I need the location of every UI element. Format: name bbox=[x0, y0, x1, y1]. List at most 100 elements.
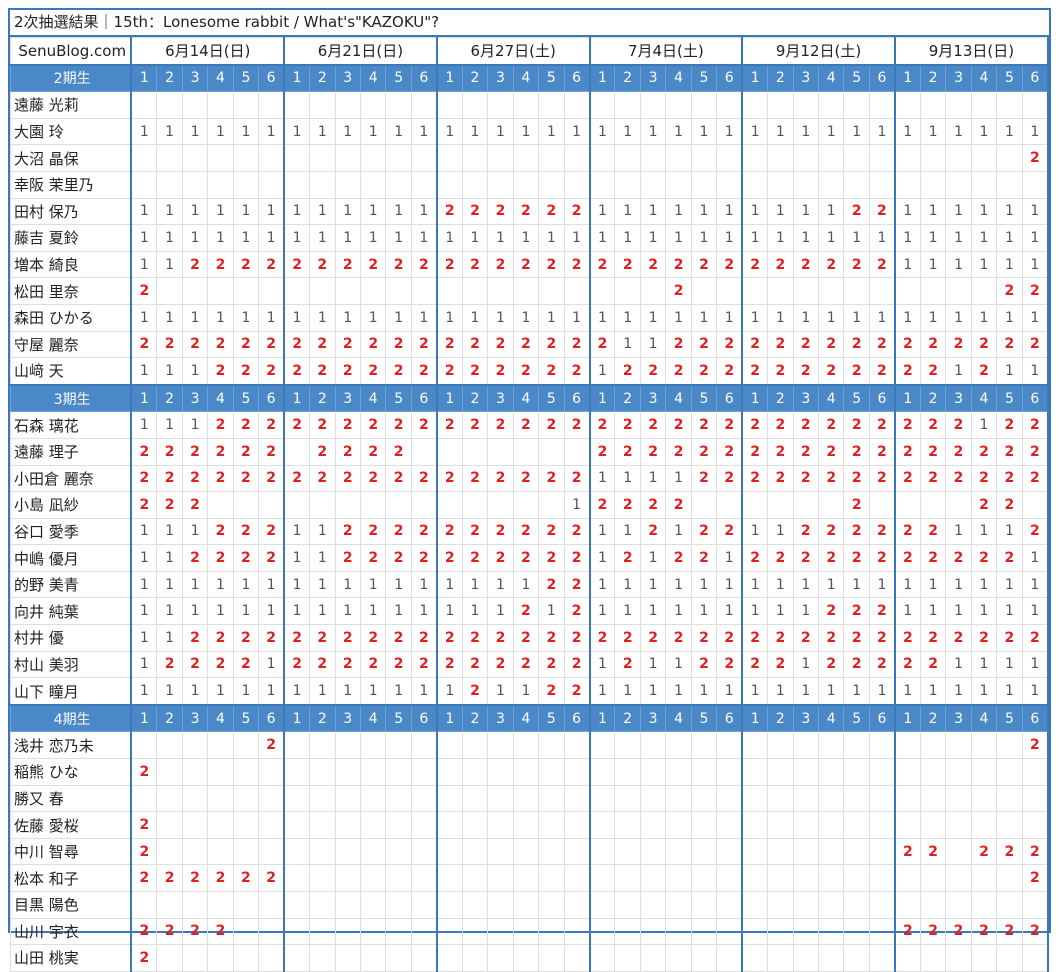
slot-number: 3 bbox=[639, 384, 667, 413]
result-cell: 1 bbox=[436, 570, 463, 599]
result-cell: 1 bbox=[283, 197, 311, 226]
result-cell: 2 bbox=[843, 624, 870, 652]
result-cell bbox=[410, 170, 438, 199]
result-cell: 2 bbox=[385, 250, 412, 279]
result-cell bbox=[130, 731, 158, 760]
slot-number: 1 bbox=[283, 64, 311, 93]
member-row: 守屋 麗奈 2 2 2 2 2 2 2 2 2 2 2 2 2 2 2 2 2 2 2 1 1 2 2 2 2 2 2 2 2 2 2 2 2 2 2… bbox=[10, 330, 1049, 359]
result-cell bbox=[461, 891, 489, 919]
result-cell bbox=[410, 784, 438, 813]
result-cell bbox=[232, 91, 260, 119]
result-cell bbox=[487, 944, 514, 972]
result-cell bbox=[639, 917, 667, 946]
result-cell bbox=[792, 837, 820, 866]
result-cell bbox=[970, 784, 998, 813]
result-cell: 2 bbox=[996, 330, 1023, 359]
result-cell: 2 bbox=[130, 491, 158, 519]
result-cell bbox=[945, 891, 972, 919]
result-cell bbox=[283, 837, 311, 866]
slot-number: 5 bbox=[385, 704, 412, 733]
result-cell bbox=[741, 784, 769, 813]
member-name: 幸阪 茉里乃 bbox=[10, 170, 133, 199]
result-cell: 1 bbox=[996, 117, 1023, 146]
result-cell: 2 bbox=[207, 357, 234, 386]
result-cell: 2 bbox=[894, 517, 921, 546]
result-cell: 1 bbox=[589, 303, 616, 332]
result-cell bbox=[436, 170, 463, 199]
result-cell bbox=[741, 91, 769, 119]
result-cell bbox=[792, 758, 820, 786]
result-cell bbox=[767, 784, 794, 813]
result-cell: 1 bbox=[970, 650, 998, 679]
member-row: 森田 ひかる 1 1 1 1 1 1 1 1 1 1 1 1 1 1 1 1 1 1 1 1 1 1 1 1 1 1 1 1 1 1 1 1 1 1… bbox=[10, 303, 1049, 332]
date-header: 6月14日(日) bbox=[130, 36, 286, 66]
result-cell: 2 bbox=[334, 544, 361, 572]
result-cell: 1 bbox=[309, 303, 336, 332]
result-cell: 1 bbox=[334, 303, 361, 332]
result-cell bbox=[945, 170, 972, 199]
result-cell: 2 bbox=[1021, 144, 1049, 172]
result-cell bbox=[589, 170, 616, 199]
result-cell: 1 bbox=[996, 197, 1023, 226]
result-cell bbox=[716, 944, 744, 972]
member-row: 遠藤 光莉 bbox=[10, 91, 1049, 119]
result-cell: 1 bbox=[589, 570, 616, 599]
result-cell: 2 bbox=[461, 544, 489, 572]
results-table: SenuBlog.com 6月14日(日) 6月21日(日) 6月27日(土) 7月4日… bbox=[10, 36, 1050, 972]
result-cell bbox=[232, 144, 260, 172]
result-cell bbox=[207, 731, 234, 760]
result-cell bbox=[461, 811, 489, 839]
result-cell bbox=[945, 784, 972, 813]
result-cell: 1 bbox=[996, 224, 1023, 252]
result-cell bbox=[639, 758, 667, 786]
slot-number: 5 bbox=[996, 704, 1023, 733]
result-cell: 1 bbox=[716, 544, 744, 572]
result-cell: 2 bbox=[1021, 411, 1049, 439]
member-name: 大沼 晶保 bbox=[10, 144, 133, 172]
result-cell bbox=[181, 784, 209, 813]
result-cell: 2 bbox=[894, 437, 921, 466]
result-cell: 1 bbox=[690, 197, 718, 226]
member-name: 山﨑 天 bbox=[10, 357, 133, 386]
result-cell: 2 bbox=[818, 624, 845, 652]
slot-number: 3 bbox=[639, 704, 667, 733]
result-cell: 2 bbox=[156, 464, 183, 493]
result-cell: 2 bbox=[385, 624, 412, 652]
result-cell: 2 bbox=[919, 917, 947, 946]
result-cell: 2 bbox=[538, 197, 565, 226]
result-cell: 2 bbox=[258, 517, 286, 546]
member-name: 田村 保乃 bbox=[10, 197, 133, 226]
result-cell bbox=[258, 837, 286, 866]
result-cell bbox=[461, 837, 489, 866]
result-cell bbox=[410, 917, 438, 946]
slot-number: 4 bbox=[665, 64, 692, 93]
result-cell: 2 bbox=[919, 411, 947, 439]
result-cell: 2 bbox=[716, 357, 744, 386]
result-cell bbox=[996, 891, 1023, 919]
result-cell bbox=[919, 864, 947, 892]
result-cell: 2 bbox=[487, 250, 514, 279]
result-cell: 1 bbox=[868, 224, 896, 252]
slot-number: 3 bbox=[181, 64, 209, 93]
result-cell: 2 bbox=[589, 437, 616, 466]
result-cell: 1 bbox=[690, 570, 718, 599]
member-row: 中嶋 優月 1 1 2 2 2 2 1 1 2 2 2 2 2 2 2 2 2 2 1 2 1 2 2 1 2 2 2 2 2 2 2 2 2 2 2… bbox=[10, 544, 1049, 572]
result-cell: 2 bbox=[792, 544, 820, 572]
result-cell: 1 bbox=[385, 197, 412, 226]
result-cell: 1 bbox=[741, 597, 769, 626]
result-cell: 2 bbox=[410, 357, 438, 386]
result-cell: 2 bbox=[207, 917, 234, 946]
result-cell: 1 bbox=[309, 677, 336, 706]
result-cell bbox=[512, 837, 540, 866]
member-name: 増本 綺良 bbox=[10, 250, 133, 279]
result-cell bbox=[563, 437, 591, 466]
result-cell: 1 bbox=[614, 677, 641, 706]
result-cell: 2 bbox=[919, 464, 947, 493]
result-cell bbox=[792, 864, 820, 892]
result-cell: 2 bbox=[716, 650, 744, 679]
lottery-results-sheet: 2次抽選結果｜15th：Lonesome rabbit / What's"KAZ… bbox=[8, 8, 1051, 972]
result-cell bbox=[130, 91, 158, 119]
result-cell bbox=[945, 144, 972, 172]
result-cell bbox=[487, 917, 514, 946]
result-cell: 2 bbox=[741, 437, 769, 466]
